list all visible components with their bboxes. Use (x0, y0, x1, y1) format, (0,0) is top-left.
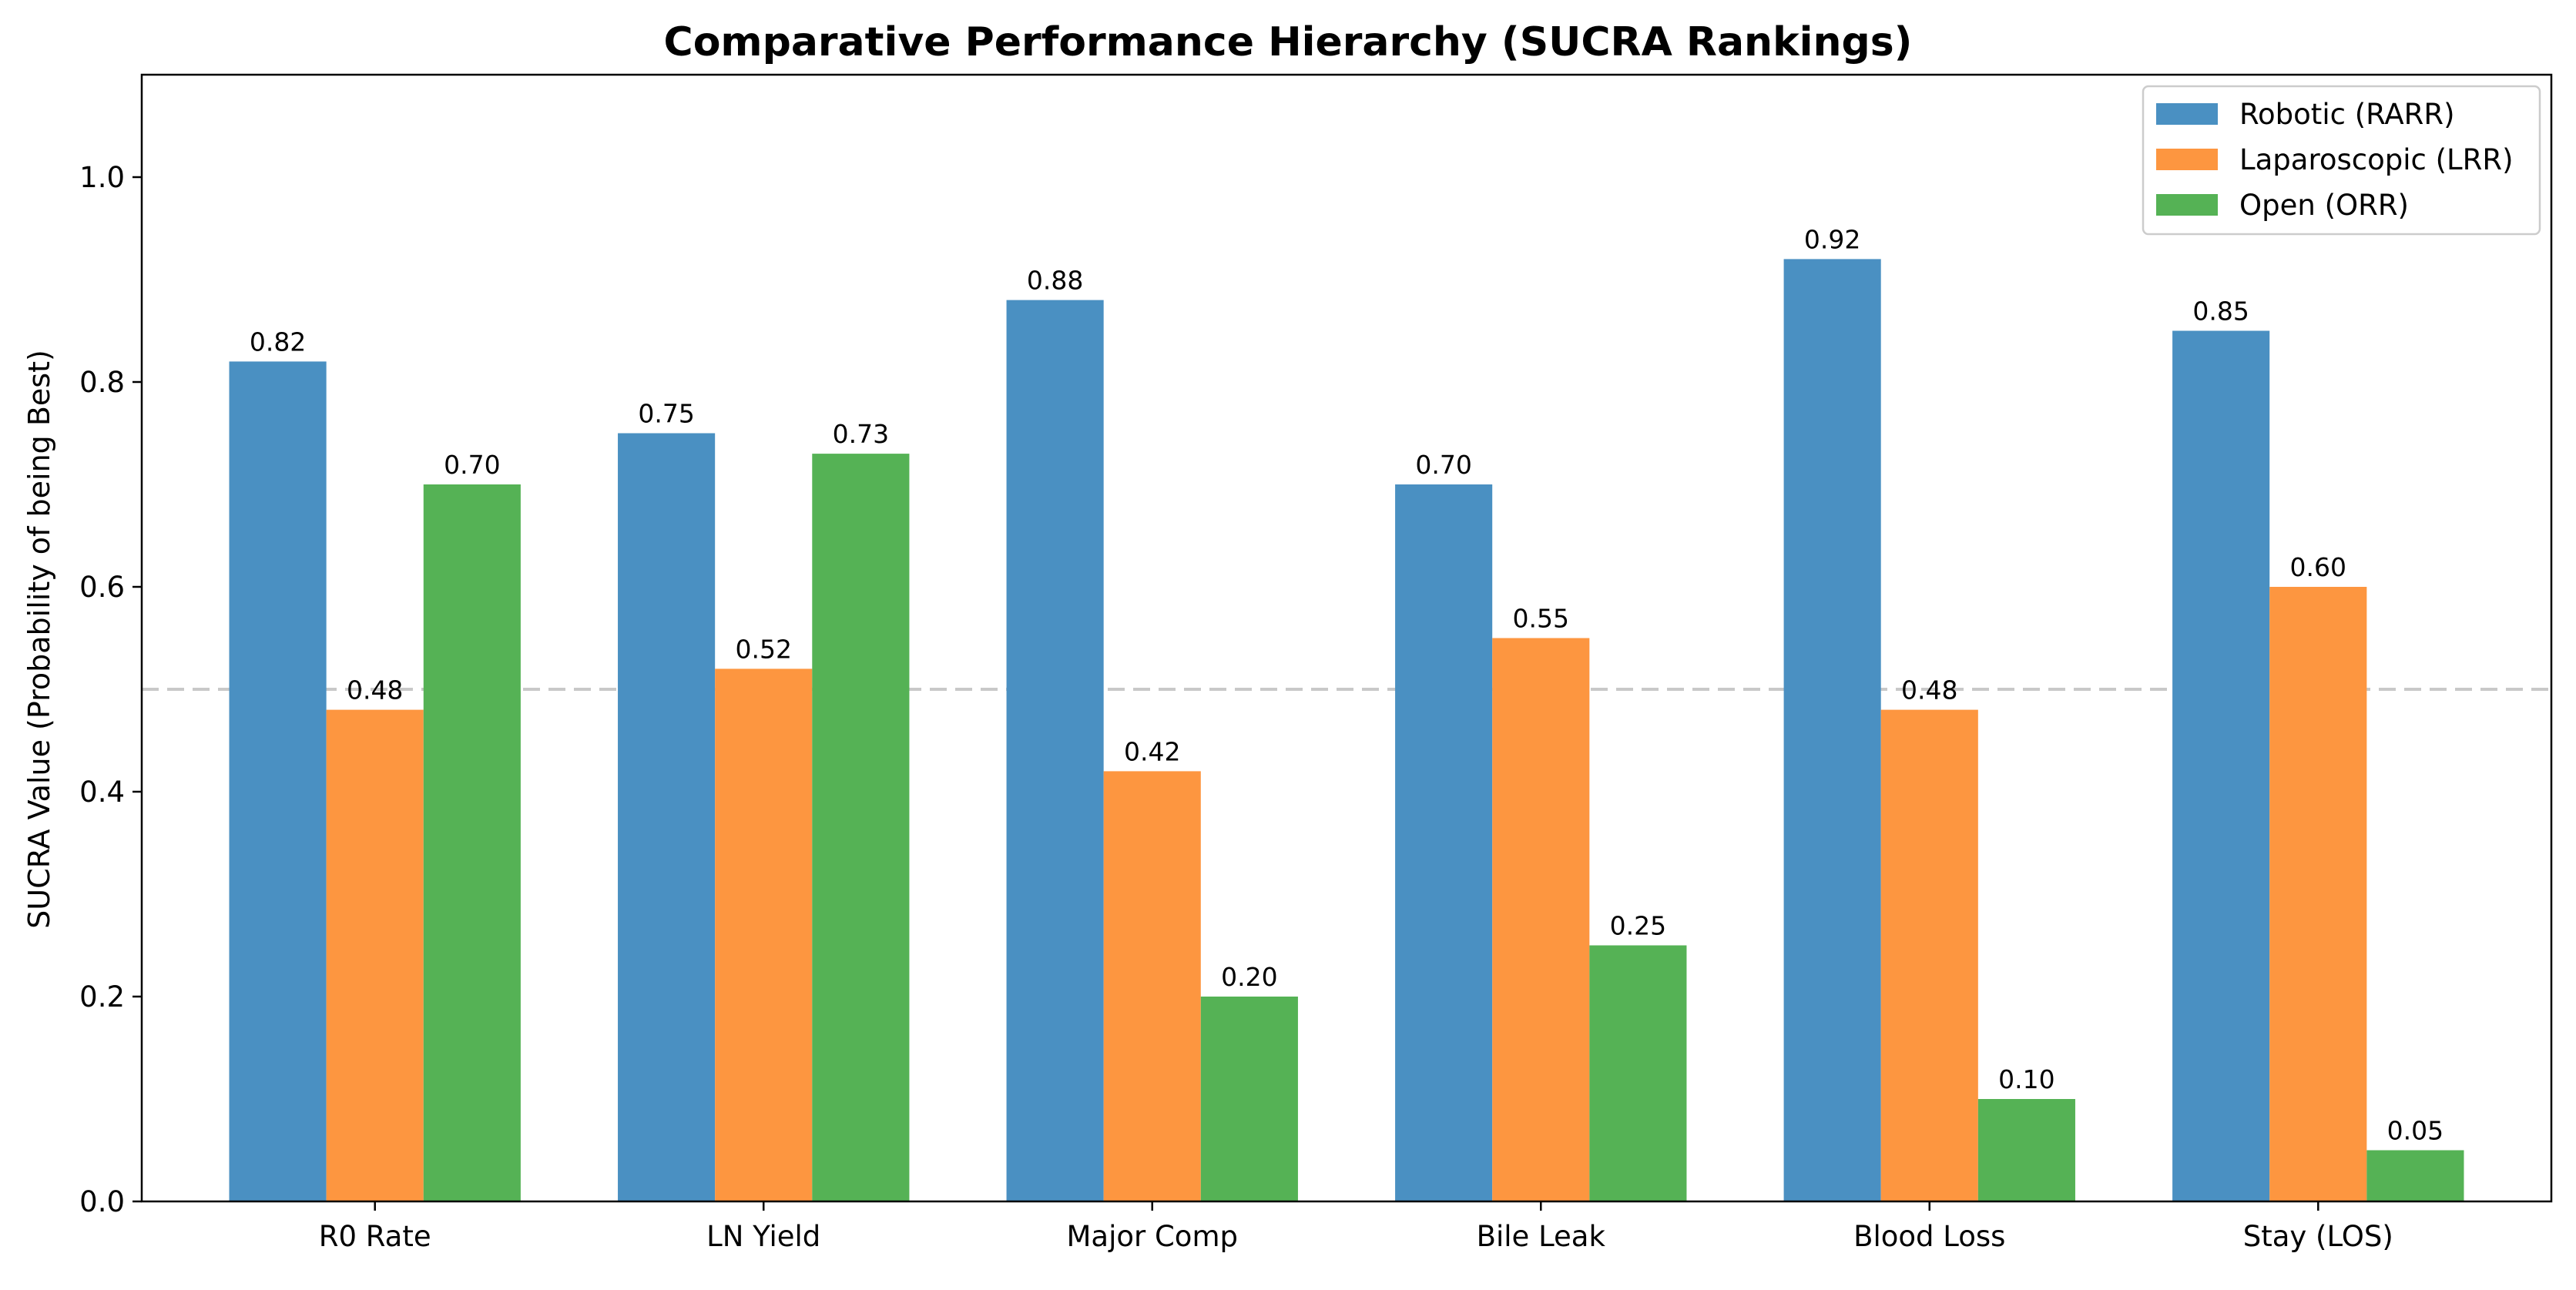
data-label: 0.85 (2192, 297, 2249, 327)
y-tick-label: 0.0 (79, 1185, 125, 1218)
legend-swatch (2156, 103, 2218, 125)
legend: Robotic (RARR) Laparoscopic (LRR) Open (OR… (2142, 85, 2541, 236)
bar-open-0 (423, 484, 521, 1201)
bar-open-4 (1977, 1099, 2075, 1201)
bar-robotic-3 (1395, 484, 1493, 1201)
bar-open-2 (1200, 997, 1298, 1201)
y-tick-label: 0.2 (79, 980, 125, 1014)
data-label: 0.10 (1998, 1064, 2054, 1094)
y-tick-label: 1.0 (79, 161, 125, 194)
data-label: 0.52 (735, 634, 791, 664)
bar-robotic-2 (1006, 300, 1104, 1202)
bar-laparoscopic-2 (1103, 771, 1201, 1201)
y-axis-label: SUCRA Value (Probability of being Best) (22, 350, 56, 929)
legend-entry: Open (ORR) (2239, 189, 2409, 222)
legend-swatch (2156, 194, 2218, 216)
x-tick-label: Major Comp (1066, 1220, 1238, 1253)
data-label: 0.42 (1124, 736, 1180, 766)
y-tick-label: 0.4 (79, 776, 125, 809)
data-label: 0.55 (1513, 604, 1569, 634)
bar-open-1 (812, 454, 910, 1201)
data-label: 0.75 (638, 399, 694, 429)
bar-laparoscopic-3 (1492, 638, 1590, 1201)
data-label: 0.48 (347, 675, 403, 705)
x-tick-label: LN Yield (706, 1220, 820, 1253)
legend-entry: Laparoscopic (LRR) (2239, 143, 2514, 176)
data-label: 0.82 (250, 327, 306, 357)
data-label: 0.73 (833, 419, 889, 449)
data-label: 0.70 (1415, 450, 1471, 480)
bar-robotic-5 (2172, 330, 2270, 1201)
bar-laparoscopic-4 (1880, 709, 1978, 1201)
bar-open-5 (2366, 1150, 2464, 1201)
bar-robotic-0 (229, 361, 327, 1201)
data-label: 0.70 (444, 450, 500, 480)
x-tick-label: Bile Leak (1477, 1220, 1606, 1253)
data-label: 0.60 (2290, 552, 2346, 582)
chart-title: Comparative Performance Hierarchy (SUCRA… (664, 19, 1913, 65)
data-label: 0.25 (1610, 911, 1666, 941)
bar-robotic-4 (1783, 259, 1881, 1201)
plot-frame (140, 73, 2553, 1203)
x-tick-label: Blood Loss (1853, 1220, 2005, 1253)
legend-entry: Robotic (RARR) (2239, 98, 2455, 131)
data-label: 0.05 (2387, 1116, 2444, 1146)
x-tick-label: Stay (LOS) (2243, 1220, 2393, 1253)
data-label: 0.20 (1221, 962, 1277, 992)
legend-swatch (2156, 149, 2218, 170)
data-label: 0.88 (1027, 266, 1083, 296)
bar-robotic-1 (618, 433, 716, 1201)
y-tick-label: 0.6 (79, 571, 125, 604)
bar-laparoscopic-1 (715, 668, 813, 1201)
x-tick-label: R0 Rate (319, 1220, 431, 1253)
legend-box (2142, 85, 2541, 236)
data-label: 0.48 (1901, 675, 1957, 705)
y-tick-label: 0.8 (79, 366, 125, 399)
bar-laparoscopic-0 (326, 709, 424, 1201)
data-label: 0.92 (1804, 224, 1860, 254)
bar-open-3 (1589, 945, 1687, 1201)
bar-laparoscopic-5 (2269, 587, 2367, 1201)
